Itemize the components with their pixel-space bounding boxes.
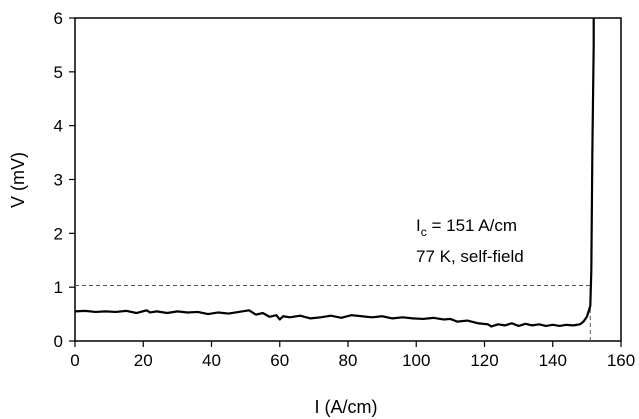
y-tick-label: 6 — [54, 9, 63, 28]
y-tick-label: 5 — [54, 63, 63, 82]
critical-current-annotation: Ic = 151 A/cm — [416, 216, 517, 239]
y-axis-title: V (mV) — [8, 152, 28, 208]
x-tick-label: 80 — [339, 351, 358, 370]
y-tick-label: 0 — [54, 332, 63, 351]
plot-frame — [74, 17, 622, 342]
iv-curve-line — [74, 18, 595, 328]
y-tick-label: 3 — [54, 171, 63, 190]
x-tick-label: 20 — [134, 351, 153, 370]
annotation-ic-subscript: c — [421, 225, 427, 239]
x-tick-label: 0 — [70, 351, 79, 370]
x-tick-label: 160 — [607, 351, 635, 370]
y-tick-label: 4 — [54, 117, 63, 136]
y-tick-label: 2 — [54, 224, 63, 243]
x-tick-label: 40 — [202, 351, 221, 370]
conditions-annotation: 77 K, self-field — [416, 247, 524, 266]
x-tick-label: 140 — [539, 351, 567, 370]
x-tick-label: 100 — [402, 351, 430, 370]
x-axis-title: I (A/cm) — [315, 397, 378, 417]
annotation-ic-symbol: I — [416, 216, 421, 235]
x-tick-label: 120 — [470, 351, 498, 370]
annotation-ic-value: = 151 A/cm — [427, 216, 517, 235]
x-tick-label: 60 — [270, 351, 289, 370]
y-tick-label: 1 — [54, 278, 63, 297]
